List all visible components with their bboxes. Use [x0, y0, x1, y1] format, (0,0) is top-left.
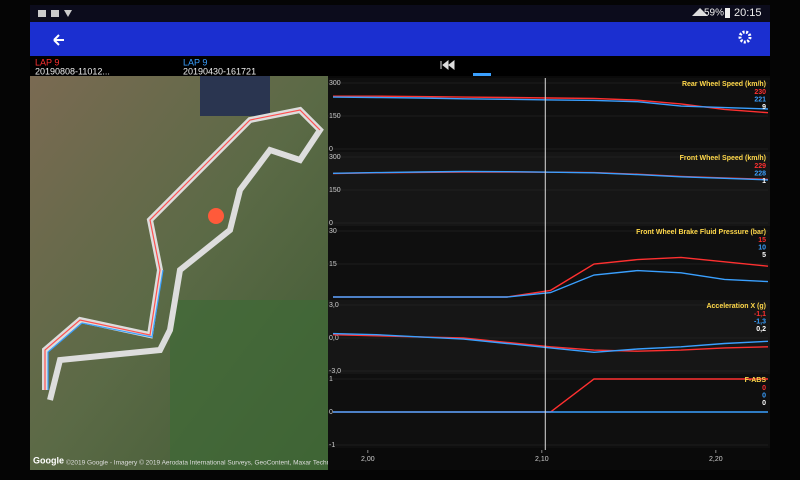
map-attribution: ©2019 Google - Imagery © 2019 Aerodata I… [66, 459, 352, 467]
series-line [333, 269, 769, 298]
panel-title: F-ABS [745, 377, 767, 384]
session-b: 20190430-161721 [183, 66, 256, 76]
y-tick-label: 1 [329, 376, 333, 383]
readout-value: 229 [754, 163, 766, 170]
clock: 20:15 [734, 7, 762, 19]
battery-icon [725, 8, 730, 18]
y-tick-label: 150 [329, 187, 341, 194]
y-tick-label: 0 [329, 220, 333, 227]
lap-a: LAP 9 [35, 57, 59, 67]
panel-bg [328, 374, 770, 448]
readout-value: 15 [758, 237, 766, 244]
panel-bg [328, 226, 770, 300]
rewind-button[interactable] [440, 59, 455, 71]
panel-bg [328, 152, 770, 226]
readout-value: 0 [762, 392, 766, 399]
y-tick-label: -1 [329, 442, 335, 449]
y-tick-label: 30 [329, 228, 337, 235]
back-button[interactable] [53, 34, 64, 46]
readout-value: 5 [762, 252, 766, 259]
y-tick-label: 0 [329, 146, 333, 153]
status-icon [38, 10, 46, 17]
y-tick-label: 3,0 [329, 302, 339, 309]
status-icon [51, 10, 59, 17]
session-a: 20190808-11012... [35, 66, 110, 76]
panel-title: Front Wheel Brake Fluid Pressure (bar) [636, 229, 766, 236]
panel-bg [328, 300, 770, 374]
app-bar [30, 22, 770, 56]
readout-value: 221 [754, 96, 766, 103]
readout-value: -1,3 [754, 318, 766, 325]
map-fields [170, 300, 328, 470]
readout-value: 0 [762, 400, 766, 407]
readout-value: 10 [758, 244, 766, 251]
y-tick-label: 15 [329, 261, 337, 268]
x-tick-label: 2,10 [535, 456, 549, 463]
readout-value: 9 [762, 104, 766, 111]
readout-value: 0,2 [756, 326, 766, 333]
track-line-red [44, 109, 321, 390]
x-tick-label: 2,20 [709, 456, 723, 463]
readout-value: 230 [754, 89, 766, 96]
map-logo: Google [33, 455, 64, 465]
y-tick-label: 300 [329, 80, 341, 87]
y-tick-label: 0 [329, 409, 333, 416]
lap-b: LAP 9 [183, 57, 207, 67]
panel-title: Acceleration X (g) [706, 303, 766, 310]
y-tick-label: -3,0 [329, 368, 341, 375]
map-solar-field [200, 76, 270, 116]
readout-value: 1 [762, 178, 766, 185]
panel-title: Rear Wheel Speed (km/h) [682, 81, 766, 88]
wifi-icon [692, 8, 708, 16]
position-marker [208, 208, 224, 224]
y-tick-label: 0,0 [329, 335, 339, 342]
panel-bg [328, 78, 770, 152]
readout-value: -1,1 [754, 311, 766, 318]
readout-value: 0 [762, 385, 766, 392]
y-tick-label: 150 [329, 113, 341, 120]
readout-value: 228 [754, 170, 766, 177]
x-tick-label: 2,00 [361, 456, 375, 463]
battery: 59% [704, 8, 724, 19]
status-icon [64, 10, 72, 17]
series-line [332, 332, 769, 354]
settings-button[interactable] [738, 30, 752, 44]
series-line [332, 170, 769, 181]
panel-title: Front Wheel Speed (km/h) [680, 155, 766, 162]
track-line-blue [47, 269, 164, 390]
series-line [333, 95, 769, 114]
series-line [332, 96, 769, 110]
status-bar [30, 5, 770, 22]
scroll-indicator [473, 73, 491, 76]
y-tick-label: 300 [329, 154, 341, 161]
